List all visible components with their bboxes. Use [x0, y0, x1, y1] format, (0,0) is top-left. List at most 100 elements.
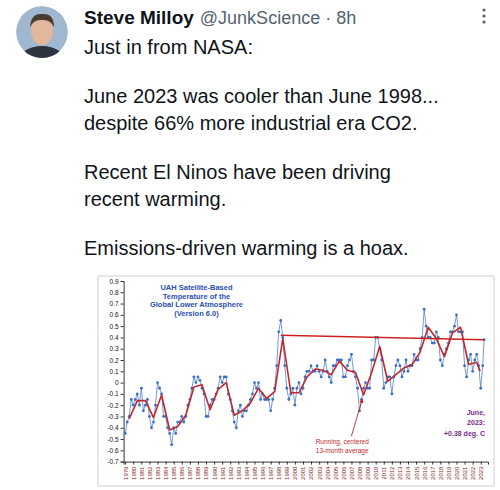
tick-label: 2003: [317, 466, 323, 480]
tick-mark: [121, 462, 124, 463]
x-tick: 1990: [212, 462, 218, 480]
y-tick: 0.3: [110, 345, 124, 352]
tick-label: 1994: [244, 466, 250, 480]
x-tick: 2012: [389, 462, 395, 480]
tick-mark: [121, 292, 124, 293]
data-point: [481, 364, 484, 367]
tick-mark: [327, 462, 328, 465]
data-point: [362, 387, 365, 390]
x-tick: 2022: [470, 462, 476, 480]
data-point: [300, 392, 303, 395]
tick-label: 2004: [325, 466, 331, 480]
more-menu[interactable]: [482, 8, 485, 23]
menu-dot[interactable]: [482, 8, 485, 11]
data-point: [192, 376, 195, 379]
x-tick: 1987: [187, 462, 193, 480]
data-point: [140, 387, 143, 390]
tick-mark: [125, 462, 126, 465]
tick-label: 1986: [179, 466, 185, 480]
data-point: [152, 421, 155, 424]
tick-mark: [174, 462, 175, 465]
tweet-text: Just in from NASA:June 2023 was cooler t…: [84, 36, 439, 259]
tick-label: 2013: [397, 466, 403, 480]
tick-mark: [121, 450, 124, 451]
tick-label: 2022: [470, 466, 476, 480]
page: Steve Milloy@JunkScience · 8hJust in fro…: [0, 0, 500, 490]
x-tick: 2009: [365, 462, 371, 480]
tick-label: 2014: [405, 466, 411, 480]
tick-mark: [214, 462, 215, 465]
data-point: [473, 359, 476, 362]
x-tick: 2018: [438, 462, 444, 480]
y-tick: -0.3: [107, 413, 123, 420]
tick-mark: [432, 462, 433, 465]
data-point: [435, 330, 438, 333]
data-point: [320, 376, 323, 379]
tick-label: 0.4: [110, 334, 119, 341]
tick-mark: [182, 462, 183, 465]
data-point: [251, 392, 254, 395]
tick-label: 2005: [333, 466, 339, 480]
data-point: [291, 387, 294, 390]
x-tick: 1996: [260, 462, 266, 480]
x-tick: 2008: [357, 462, 363, 480]
data-point: [344, 376, 347, 379]
x-tick: 1989: [203, 462, 209, 480]
data-point: [259, 398, 262, 401]
y-tick: -0.6: [107, 447, 123, 454]
plot-data: [124, 308, 486, 446]
data-point: [382, 387, 385, 390]
tweet-line: despite 66% more industrial era CO2.: [84, 112, 418, 134]
tick-mark: [238, 462, 239, 465]
x-tick: 1993: [236, 462, 242, 480]
tick-mark: [158, 462, 159, 465]
tweet-line: Recent El Ninos have been driving: [84, 161, 391, 183]
tick-label: -0.2: [107, 402, 119, 409]
x-tick: 1981: [139, 462, 145, 480]
y-axis: -0.7-0.6-0.5-0.4-0.3-0.2-0.100.10.20.30.…: [107, 278, 124, 466]
tick-label: 2015: [414, 466, 420, 480]
y-tick: 0.5: [110, 323, 124, 330]
avatar-hair: [30, 14, 54, 27]
data-point: [219, 376, 222, 379]
y-tick: -0.4: [107, 424, 123, 431]
x-tick: 1979: [123, 462, 129, 480]
tick-mark: [263, 462, 264, 465]
annotation-text: 2023:: [467, 419, 485, 426]
menu-dot[interactable]: [482, 20, 485, 23]
tick-label: 1997: [268, 466, 274, 480]
tick-label: 1980: [131, 466, 137, 480]
tweet-line: Just in from NASA:: [84, 36, 253, 58]
tick-label: 0.2: [110, 357, 119, 364]
annotation-arrow: [351, 399, 362, 436]
data-point: [384, 381, 387, 384]
x-tick: 1997: [268, 462, 274, 480]
tick-label: 2019: [446, 466, 452, 480]
x-tick: 2016: [422, 462, 428, 480]
annotation-text: 13-month average: [316, 447, 369, 455]
tick-mark: [254, 462, 255, 465]
x-tick: 1991: [220, 462, 226, 480]
data-point: [356, 387, 359, 390]
tick-mark: [400, 462, 401, 465]
data-point: [174, 432, 177, 435]
tick-mark: [121, 383, 124, 384]
data-point: [221, 381, 224, 384]
x-tick: 2001: [300, 462, 306, 480]
tick-label: -0.7: [107, 458, 119, 465]
y-tick: -0.2: [107, 402, 123, 409]
tick-label: 1990: [212, 466, 218, 480]
tick-label: 1984: [163, 466, 169, 480]
x-tick: 1988: [195, 462, 201, 480]
tick-label: 1993: [236, 466, 242, 480]
menu-dot[interactable]: [482, 14, 485, 17]
x-tick: 1983: [155, 462, 161, 480]
data-point: [350, 353, 353, 356]
data-point: [277, 330, 280, 333]
x-tick: 2004: [325, 462, 331, 480]
data-point: [195, 381, 198, 384]
tweet-line: Emissions-driven warming is a hoax.: [84, 237, 409, 259]
tick-label: 0.3: [110, 345, 119, 352]
tick-mark: [335, 462, 336, 465]
avatar-suit: [18, 46, 66, 78]
